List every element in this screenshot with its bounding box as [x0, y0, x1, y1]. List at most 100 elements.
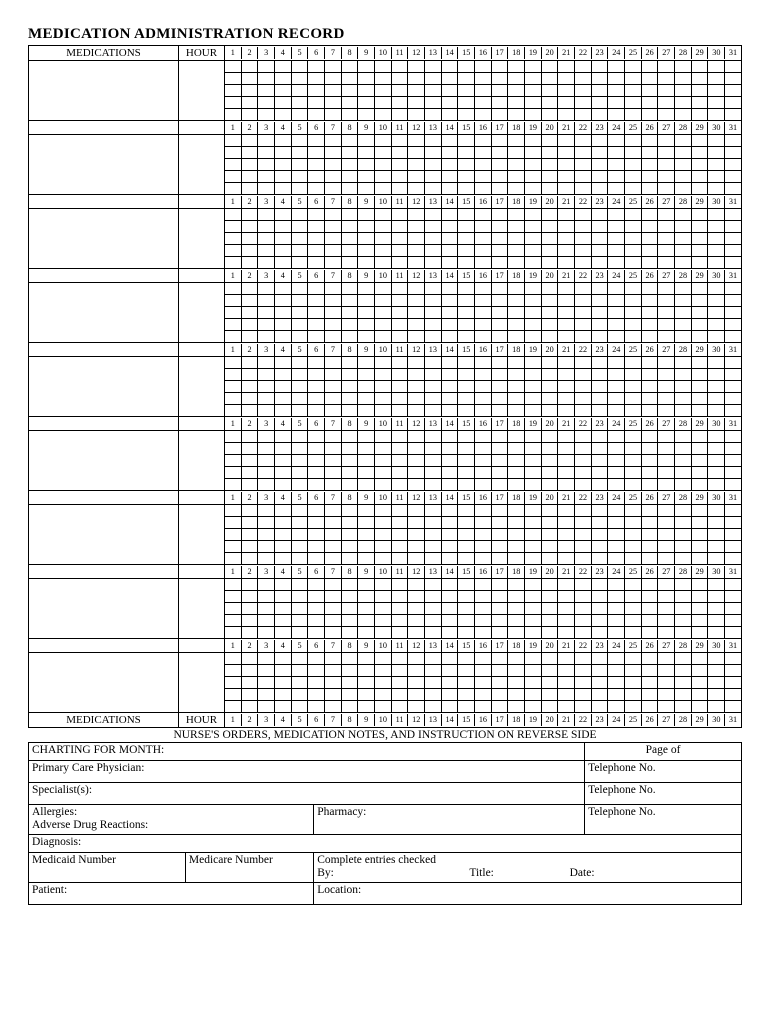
dose-cell[interactable]: [275, 665, 292, 676]
dose-cell[interactable]: [325, 61, 342, 72]
dose-cell[interactable]: [692, 85, 709, 96]
dose-cell[interactable]: [292, 73, 309, 84]
dose-cell[interactable]: [408, 665, 425, 676]
dose-cell[interactable]: [408, 221, 425, 232]
dose-cell[interactable]: [575, 97, 592, 108]
dose-cell[interactable]: [275, 97, 292, 108]
dose-cell[interactable]: [392, 505, 409, 516]
dose-cell[interactable]: [342, 171, 359, 182]
dose-cell[interactable]: [425, 283, 442, 294]
dose-cell[interactable]: [342, 579, 359, 590]
dose-cell[interactable]: [342, 689, 359, 700]
dose-cell[interactable]: [258, 73, 275, 84]
dose-cell[interactable]: [425, 467, 442, 478]
dose-cell[interactable]: [492, 97, 509, 108]
dose-cell[interactable]: [392, 553, 409, 564]
dose-cell[interactable]: [675, 677, 692, 688]
dose-cell[interactable]: [375, 381, 392, 392]
dose-cell[interactable]: [542, 455, 559, 466]
dose-cell[interactable]: [708, 615, 725, 626]
dose-cell[interactable]: [525, 221, 542, 232]
dose-cell[interactable]: [475, 677, 492, 688]
dose-cell[interactable]: [458, 541, 475, 552]
dose-cell[interactable]: [275, 135, 292, 146]
dose-cell[interactable]: [558, 319, 575, 330]
dose-cell[interactable]: [358, 443, 375, 454]
dose-cell[interactable]: [392, 615, 409, 626]
dose-cell[interactable]: [575, 665, 592, 676]
dose-cell[interactable]: [492, 135, 509, 146]
dose-cell[interactable]: [392, 455, 409, 466]
dose-cell[interactable]: [308, 627, 325, 638]
dose-cell[interactable]: [675, 147, 692, 158]
medicaid-cell[interactable]: Medicaid Number: [29, 853, 186, 883]
dose-cell[interactable]: [408, 431, 425, 442]
dose-cell[interactable]: [508, 665, 525, 676]
dose-cell[interactable]: [658, 591, 675, 602]
dose-cell[interactable]: [492, 443, 509, 454]
dose-cell[interactable]: [608, 553, 625, 564]
dose-cell[interactable]: [325, 283, 342, 294]
dose-cell[interactable]: [358, 653, 375, 664]
dose-cell[interactable]: [625, 627, 642, 638]
dose-cell[interactable]: [692, 73, 709, 84]
dose-cell[interactable]: [608, 431, 625, 442]
dose-cell[interactable]: [575, 171, 592, 182]
dose-cell[interactable]: [375, 147, 392, 158]
dose-cell[interactable]: [542, 61, 559, 72]
dose-cell[interactable]: [525, 381, 542, 392]
dose-cell[interactable]: [292, 171, 309, 182]
dose-cell[interactable]: [592, 701, 609, 712]
dose-cell[interactable]: [642, 135, 659, 146]
dose-cell[interactable]: [442, 295, 459, 306]
dose-cell[interactable]: [258, 245, 275, 256]
dose-cell[interactable]: [375, 479, 392, 490]
dose-cell[interactable]: [442, 443, 459, 454]
dose-cell[interactable]: [392, 85, 409, 96]
dose-cell[interactable]: [525, 135, 542, 146]
dose-cell[interactable]: [242, 677, 259, 688]
dose-cell[interactable]: [375, 257, 392, 268]
dose-cell[interactable]: [342, 147, 359, 158]
dose-cell[interactable]: [508, 209, 525, 220]
dose-cell[interactable]: [392, 431, 409, 442]
dose-cell[interactable]: [725, 405, 741, 416]
medication-name-cell[interactable]: [29, 283, 179, 343]
dose-cell[interactable]: [575, 405, 592, 416]
hour-cell[interactable]: [179, 357, 225, 417]
dose-cell[interactable]: [275, 541, 292, 552]
dose-cell[interactable]: [458, 85, 475, 96]
dose-cell[interactable]: [558, 405, 575, 416]
dose-cell[interactable]: [608, 331, 625, 342]
dose-cell[interactable]: [675, 73, 692, 84]
dose-cell[interactable]: [258, 603, 275, 614]
dose-cell[interactable]: [725, 627, 741, 638]
dose-cell[interactable]: [325, 431, 342, 442]
dose-cell[interactable]: [642, 553, 659, 564]
dose-cell[interactable]: [292, 295, 309, 306]
dose-cell[interactable]: [442, 135, 459, 146]
dose-cell[interactable]: [425, 431, 442, 442]
dose-cell[interactable]: [275, 689, 292, 700]
dose-cell[interactable]: [325, 455, 342, 466]
dose-cell[interactable]: [558, 245, 575, 256]
dose-cell[interactable]: [608, 369, 625, 380]
dose-cell[interactable]: [492, 653, 509, 664]
dose-cell[interactable]: [658, 159, 675, 170]
dose-cell[interactable]: [658, 431, 675, 442]
dose-cell[interactable]: [275, 233, 292, 244]
dose-cell[interactable]: [658, 579, 675, 590]
dose-cell[interactable]: [725, 97, 741, 108]
dose-cell[interactable]: [325, 357, 342, 368]
dose-cell[interactable]: [325, 233, 342, 244]
dose-cell[interactable]: [558, 283, 575, 294]
dose-cell[interactable]: [492, 171, 509, 182]
dose-cell[interactable]: [358, 233, 375, 244]
dose-cell[interactable]: [508, 61, 525, 72]
dose-cell[interactable]: [325, 689, 342, 700]
dose-cell[interactable]: [658, 665, 675, 676]
dose-cell[interactable]: [692, 147, 709, 158]
dose-cell[interactable]: [325, 369, 342, 380]
dose-cell[interactable]: [408, 257, 425, 268]
dose-cell[interactable]: [575, 689, 592, 700]
